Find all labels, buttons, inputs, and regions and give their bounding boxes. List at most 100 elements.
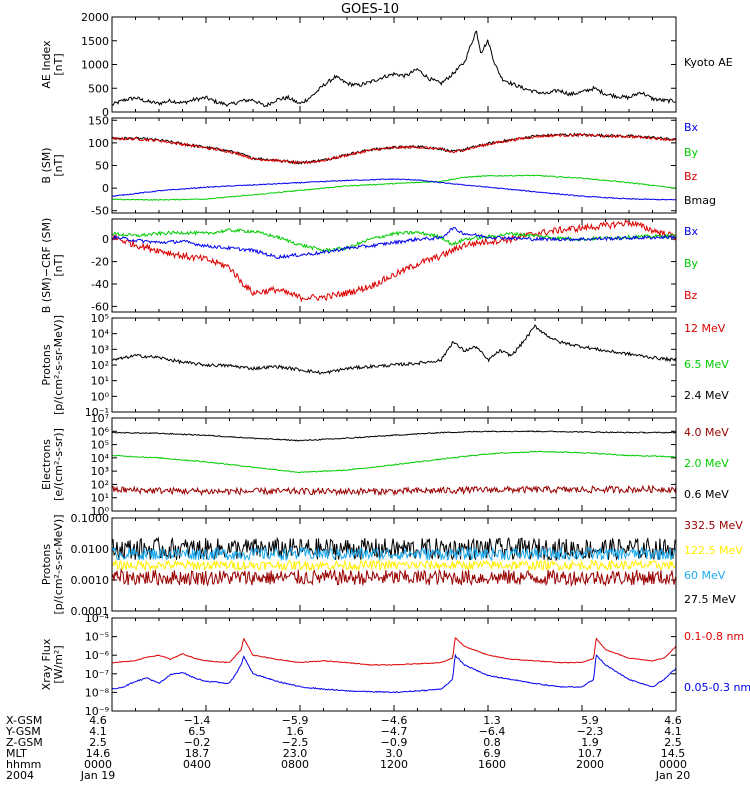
legend-by: By <box>684 257 699 270</box>
footer-value: 10.7 <box>578 747 603 760</box>
y-axis-label: [p/(cm²-s-sr-MeV)] <box>52 315 65 415</box>
y-tick-label: 10⁵ <box>91 312 109 325</box>
y-tick-label: 1000 <box>81 59 109 72</box>
footer-value: 0400 <box>183 758 211 771</box>
footer-value: 1200 <box>380 758 408 771</box>
series-line-4-0-mev <box>111 484 677 497</box>
legend-2-4-mev: 2.4 MeV <box>684 389 729 402</box>
y-tick-label: 10⁶ <box>91 425 110 438</box>
footer-value: 4.6 <box>89 714 107 727</box>
series-line-0-6-mev <box>111 430 677 442</box>
footer-value: −4.6 <box>381 714 408 727</box>
legend-122-5-mev: 122.5 MeV <box>684 544 743 557</box>
footer-value: 23.0 <box>283 747 308 760</box>
footer-row-label: MLT <box>6 747 27 760</box>
footer-row-label: X-GSM <box>6 714 42 727</box>
footer-value: −6.4 <box>479 725 506 738</box>
legend-0-1-0-8-nm: 0.1-0.8 nm <box>684 630 744 643</box>
footer-value: Jan 19 <box>80 769 115 782</box>
footer-value: 5.9 <box>581 714 599 727</box>
y-axis-label: [e/(cm²-s-sr)] <box>52 428 65 501</box>
series-line-0-1-0-8-nm <box>111 637 677 666</box>
footer-value: 2000 <box>576 758 604 771</box>
footer-value: 14.6 <box>86 747 111 760</box>
y-tick-label: 10³ <box>91 465 109 478</box>
series-line-122-5-mev <box>111 558 677 572</box>
y-axis-label: [nT] <box>52 154 65 176</box>
y-tick-label: 10² <box>91 478 109 491</box>
y-tick-label: 0 <box>102 233 109 246</box>
legend-4-0-mev: 4.0 MeV <box>684 426 729 439</box>
series-line-bz <box>111 218 677 303</box>
series-line-0-05-0-3-nm <box>111 653 677 694</box>
y-tick-label: 10⁻⁷ <box>85 668 109 681</box>
footer-value: 0000 <box>84 758 112 771</box>
legend-kyoto-ae: Kyoto AE <box>684 56 733 69</box>
footer-value: 2.5 <box>664 736 682 749</box>
footer-value: 18.7 <box>185 747 210 760</box>
y-tick-label: 0 <box>102 106 109 119</box>
series-line-2-0-mev <box>111 450 676 474</box>
y-axis-label: Protons <box>40 344 53 385</box>
legend-bz: Bz <box>684 289 698 302</box>
y-tick-label: 50 <box>95 160 109 173</box>
legend-60-mev: 60 MeV <box>684 569 726 582</box>
footer-value: 4.6 <box>664 714 682 727</box>
y-tick-label: 10⁻⁶ <box>85 649 110 662</box>
footer-row-label: Y-GSM <box>5 725 41 738</box>
y-axis-label: [nT] <box>52 53 65 75</box>
panel-frame <box>111 517 677 612</box>
legend-2-0-mev: 2.0 MeV <box>684 457 729 470</box>
panel-frame <box>111 218 677 313</box>
legend-0-05-0-3-nm: 0.05-0.3 nm <box>684 681 750 694</box>
series-line-60-mev <box>111 545 677 562</box>
y-axis-label: [p/(cm²-s-sr-MeV)] <box>52 515 65 615</box>
y-tick-label: 2000 <box>81 11 109 24</box>
footer-value: 1.6 <box>286 725 304 738</box>
panel-6: 0.0001 0.0010 0.0100 0.1000 Protons [p/(cm²-s… <box>40 512 743 618</box>
y-tick-label: 10⁻⁸ <box>85 686 110 699</box>
footer-value: −0.9 <box>381 736 408 749</box>
y-tick-label: 0 <box>102 182 109 195</box>
series-line-2-4-mev <box>111 324 677 375</box>
panel-frame <box>111 617 677 712</box>
footer-value: 4.1 <box>664 725 682 738</box>
footer-value: 3.0 <box>385 747 403 760</box>
footer-value: 6.5 <box>188 725 206 738</box>
legend-12-mev: 12 MeV <box>684 322 726 335</box>
y-tick-label: 10⁴ <box>91 328 110 341</box>
y-axis-label: Protons <box>40 544 53 585</box>
panel-frame <box>111 417 677 512</box>
legend-bmag: Bmag <box>684 194 716 207</box>
footer-row-label: Z-GSM <box>6 736 43 749</box>
y-tick-label: 10⁵ <box>91 439 109 452</box>
legend-bx: Bx <box>684 121 699 134</box>
panel-4: 10⁻¹ 10⁰ 10¹ 10² 10³ 10⁴ 10⁵ Protons [p/(cm²-s-s… <box>40 312 729 419</box>
footer-value: −1.4 <box>184 714 211 727</box>
footer-row-label: hhmm <box>6 758 41 771</box>
panel-2: -50 0 50 100 150 B (SM) [nT] Bx By Bz Bmag <box>40 114 716 217</box>
legend-0-6-mev: 0.6 MeV <box>684 488 729 501</box>
series-line-kyoto-ae <box>111 30 677 108</box>
footer-value: 6.9 <box>483 747 501 760</box>
y-tick-label: 1500 <box>81 35 109 48</box>
y-tick-label: 10² <box>91 359 109 372</box>
footer-value: −0.2 <box>184 736 211 749</box>
y-tick-label: 10¹ <box>91 375 109 388</box>
y-tick-label: -60 <box>91 300 109 313</box>
y-axis-label: [W/m²] <box>52 645 65 683</box>
y-axis-label: B (SM) <box>40 147 53 183</box>
series-line-332-5-mev <box>111 567 677 588</box>
y-axis-label: AE Index <box>40 40 53 89</box>
panel-1: 0 500 1000 1500 2000 AE Index [nT] Kyoto AE <box>40 11 733 119</box>
footer-row-label: 2004 <box>6 769 34 782</box>
plot-title: GOES-10 <box>341 2 399 17</box>
footer-value: −2.3 <box>577 725 604 738</box>
y-tick-label: 10⁻⁴ <box>85 612 110 625</box>
y-axis-label: [nT] <box>52 254 65 276</box>
y-tick-label: 10⁻¹ <box>85 406 109 419</box>
legend-bx: Bx <box>684 225 699 238</box>
series-line-by <box>111 174 677 201</box>
